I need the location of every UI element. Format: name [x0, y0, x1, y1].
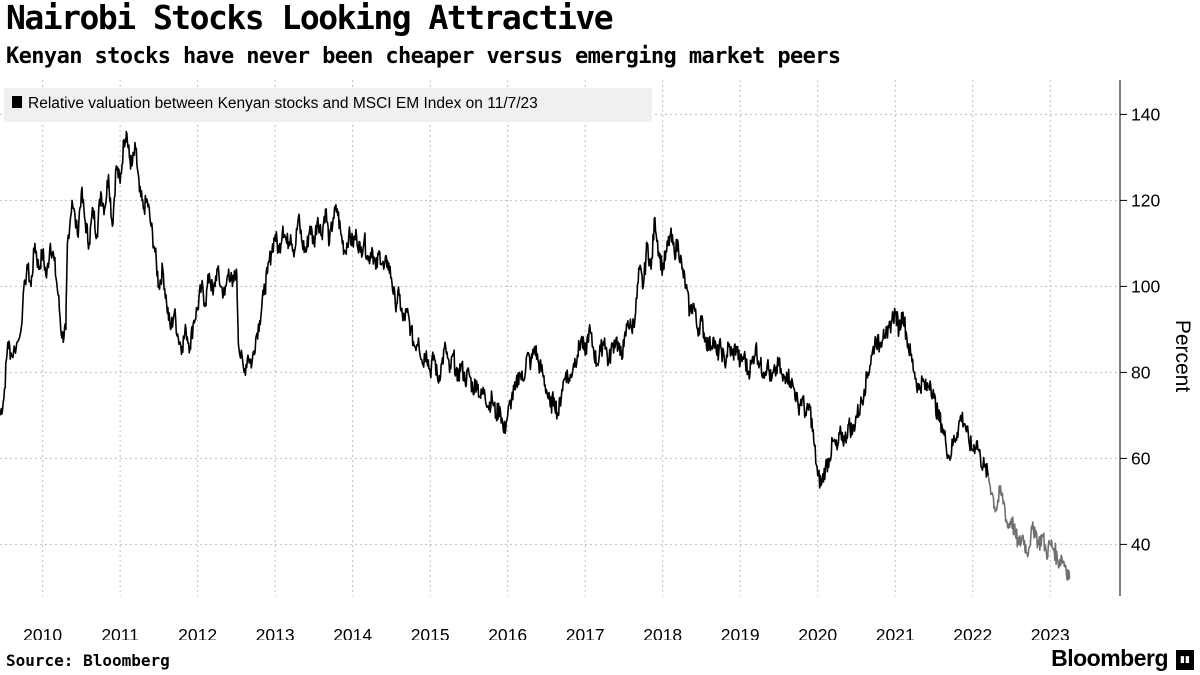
x-tick-label-2019: 2019 — [721, 625, 760, 640]
x-tick-label-2020: 2020 — [798, 625, 837, 640]
legend-label: Relative valuation between Kenyan stocks… — [28, 95, 538, 112]
y-tick-label-100: 100 — [1131, 276, 1160, 296]
bloomberg-icon: ▮▮ — [1176, 650, 1194, 670]
y-tick-label-60: 60 — [1131, 448, 1151, 468]
x-tick-label-2011: 2011 — [101, 625, 139, 640]
series — [0, 130, 1071, 581]
chart-subtitle: Kenyan stocks have never been cheaper ve… — [6, 44, 841, 69]
x-tick-label-2016: 2016 — [488, 625, 527, 640]
grid — [0, 80, 1120, 596]
x-tick-label-2022: 2022 — [953, 625, 992, 640]
y-axis-label: Percent — [1171, 320, 1194, 393]
x-tick-label-2014: 2014 — [333, 625, 372, 640]
x-tick-label-2012: 2012 — [178, 625, 217, 640]
x-ticks: 2010 2011 2012 2013 2014 2015 2016 2017 2018 2019… — [23, 625, 1070, 640]
y-tick-label-80: 80 — [1131, 362, 1151, 382]
y-tick-label-140: 140 — [1131, 104, 1160, 124]
legend-background — [4, 88, 652, 122]
x-tick-label-2018: 2018 — [643, 625, 682, 640]
chart-title: Nairobi Stocks Looking Attractive — [6, 0, 614, 37]
y-tick-label-40: 40 — [1131, 534, 1151, 554]
brand-logo: Bloomberg — [1051, 645, 1168, 671]
line-chart: Relative valuation between Kenyan stocks… — [0, 80, 1194, 640]
x-tick-label-2021: 2021 — [876, 625, 915, 640]
source-note: Source: Bloomberg — [6, 651, 170, 670]
x-tick-label-2023: 2023 — [1031, 625, 1070, 640]
legend: Relative valuation between Kenyan stocks… — [4, 88, 652, 122]
y-tick-label-120: 120 — [1131, 190, 1160, 210]
legend-swatch — [12, 96, 22, 108]
series-line-recent — [987, 475, 1071, 581]
x-tick-label-2013: 2013 — [256, 625, 295, 640]
x-tick-label-2010: 2010 — [23, 625, 62, 640]
x-tick-label-2015: 2015 — [411, 625, 450, 640]
y-ticks: 40 60 80 100 120 140 — [1120, 104, 1160, 554]
x-tick-label-2017: 2017 — [566, 625, 605, 640]
series-line-relative-valuation — [0, 130, 989, 489]
